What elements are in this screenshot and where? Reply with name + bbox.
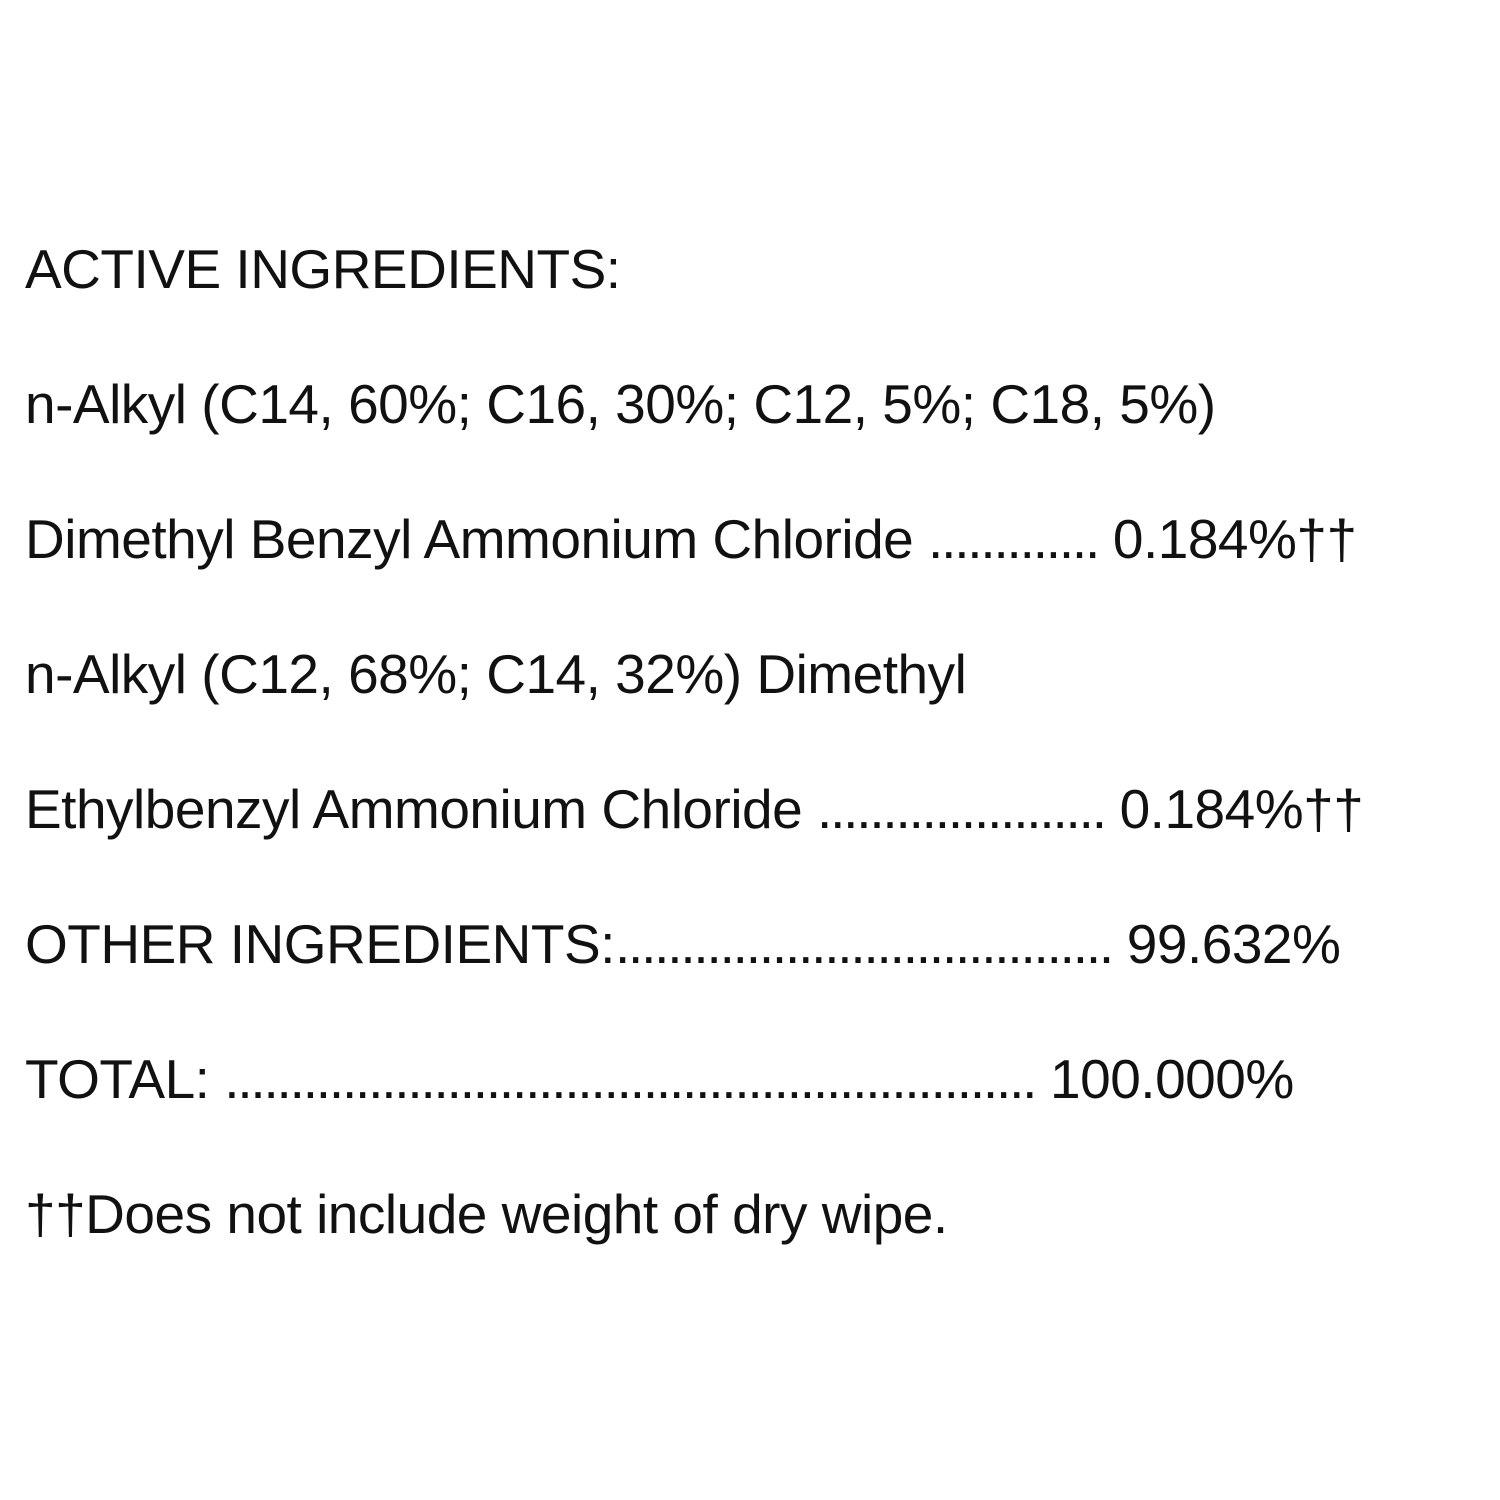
active-ingredients-heading: ACTIVE INGREDIENTS: [25,238,621,300]
total-label: TOTAL: [25,1048,225,1110]
other-ingredients-label: OTHER INGREDIENTS: [25,913,615,975]
other-ingredients-percent: 99.632% [1112,913,1341,975]
leader-dots: ........................................… [224,1048,1037,1110]
total-row: TOTAL: .................................… [25,1052,1294,1107]
total-percent: 100.000% [1035,1048,1294,1110]
other-ingredients-row: OTHER INGREDIENTS:......................… [25,917,1341,972]
ingredient-1-composition: n-Alkyl (C14, 60%; C16, 30%; C12, 5%; C1… [25,373,1216,435]
ingredient-1-percent: 0.184%†† [1098,508,1357,570]
leader-dots: ...................................... [614,913,1114,975]
ingredient-2-percent: 0.184%†† [1104,778,1364,840]
ingredient-2-name-row: Ethylbenzyl Ammonium Chloride ..........… [25,782,1364,837]
ingredient-1-name-row: Dimethyl Benzyl Ammonium Chloride ......… [25,512,1357,567]
leader-dots: ............. [928,508,1100,570]
leader-dots: ...................... [817,778,1107,840]
footnote: ††Does not include weight of dry wipe. [25,1183,948,1245]
ingredient-2-composition: n-Alkyl (C12, 68%; C14, 32%) Dimethyl [25,643,967,705]
ingredient-1-name: Dimethyl Benzyl Ammonium Chloride [25,508,929,570]
ingredient-2-name: Ethylbenzyl Ammonium Chloride [25,778,818,840]
